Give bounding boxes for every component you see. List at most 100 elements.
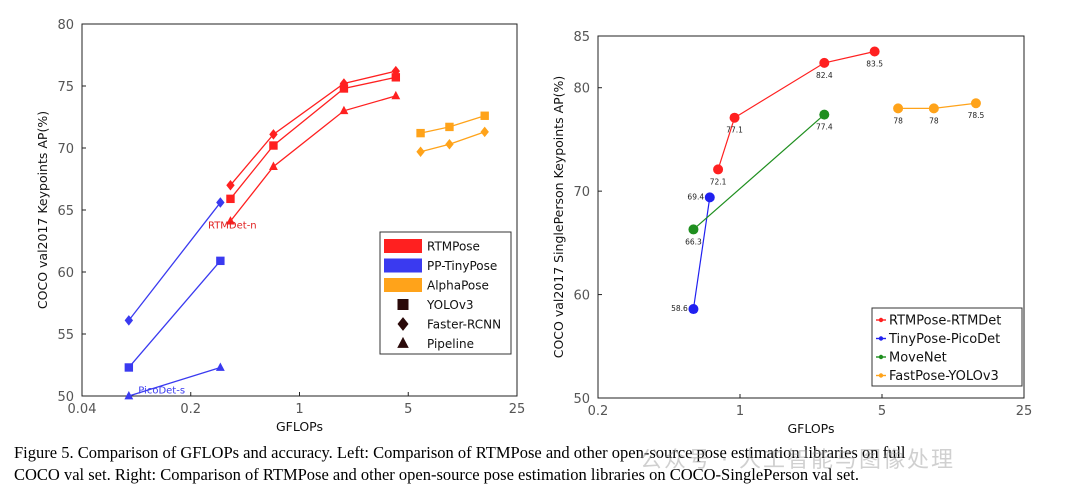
data-point (729, 112, 740, 123)
legend-label: TinyPose-PicoDet (888, 332, 1000, 347)
caption-line-2: COCO val set. Right: Comparison of RTMPo… (14, 465, 859, 484)
x-tick-label: 0.04 (68, 402, 97, 417)
series-line (128, 260, 221, 368)
y-tick-label: 50 (57, 390, 74, 405)
series-line (229, 76, 396, 200)
x-tick-label: 5 (878, 404, 886, 419)
data-point (480, 111, 489, 120)
y-tick-label: 55 (57, 328, 74, 343)
x-tick-label: 25 (1016, 404, 1033, 419)
left-chart: 0.04 0.2 1 5 25 50 55 60 65 70 75 80 GFLOPs COCO val2… (35, 18, 525, 434)
legend-marker (397, 299, 409, 310)
annotation: RTMDet-n (208, 221, 257, 232)
data-label: 77.1 (726, 126, 743, 135)
annotation: PicoDet-s (138, 386, 185, 397)
data-point (688, 304, 699, 315)
data-point (819, 109, 830, 120)
data-point (445, 122, 454, 132)
y-tick-label: 70 (573, 185, 590, 200)
series-line (229, 70, 396, 186)
y-tick-label: 50 (573, 392, 590, 407)
legend-label: Faster-RCNN (427, 318, 501, 332)
data-point (445, 139, 454, 150)
data-label: 58.6 (671, 304, 688, 313)
legend-label: Pipeline (427, 337, 474, 351)
legend-box (871, 307, 1023, 387)
y-tick-label: 70 (57, 142, 74, 157)
legend-label: PP-TinyPose (427, 259, 497, 273)
x-tick-label: 5 (404, 402, 412, 417)
data-point (391, 73, 401, 82)
series-line (128, 202, 221, 321)
data-point (893, 103, 904, 114)
y-tick-label: 85 (573, 30, 590, 45)
data-point (269, 129, 278, 140)
right-chart: 0.2 1 5 25 50 60 70 80 85 GFLOPs COCO val2017 Sing… (551, 30, 1032, 436)
legend-marker (878, 336, 884, 341)
data-point (216, 256, 225, 266)
legend-marker (397, 317, 409, 331)
x-tick-label: 25 (509, 402, 526, 417)
data-point (269, 161, 278, 170)
y-tick-label: 60 (57, 266, 74, 281)
legend-marker (878, 317, 884, 323)
data-label: 78 (929, 116, 939, 125)
y-axis-label: COCO val2017 SinglePerson Keypoints AP(%… (551, 76, 566, 359)
legend-label: RTMPose-RTMDet (889, 314, 1001, 329)
data-point (819, 57, 830, 68)
figure: 0.04 0.2 1 5 25 50 55 60 65 70 75 80 GFLOPs COCO val2… (35, 18, 1032, 436)
legend-swatch (384, 258, 422, 273)
figure-caption: Figure 5. Comparison of GFLOPs and accur… (14, 442, 1070, 486)
data-label: 78.5 (968, 111, 985, 120)
data-point (226, 179, 235, 191)
data-point (869, 46, 880, 57)
data-point (226, 216, 235, 225)
data-point (124, 315, 134, 326)
series-line (128, 366, 221, 397)
legend-marker (397, 336, 409, 348)
data-point (269, 141, 278, 150)
x-tick-label: 1 (295, 402, 303, 417)
data-label: 78 (893, 116, 903, 125)
legend-label: AlphaPose (427, 279, 489, 293)
legend-marker (878, 354, 884, 360)
data-point (339, 84, 349, 93)
caption-line-1: Figure 5. Comparison of GFLOPs and accur… (14, 443, 906, 462)
y-tick-label: 80 (57, 18, 74, 33)
legend-marker (878, 373, 884, 378)
y-tick-label: 80 (573, 82, 590, 97)
watermark: 公众号 · 人工智能与图像处理 (640, 448, 955, 473)
legend-swatch (384, 278, 422, 292)
plot-frame (597, 35, 1025, 399)
data-label: 82.4 (816, 71, 833, 80)
legend-swatch (384, 239, 422, 253)
y-tick-label: 60 (573, 289, 590, 304)
data-point (215, 362, 225, 371)
y-tick-label: 75 (57, 80, 74, 95)
x-tick-label: 0.2 (588, 404, 609, 419)
data-point (928, 103, 939, 114)
series-line (229, 95, 397, 222)
legend-label: YOLOv3 (426, 298, 474, 312)
series-line (692, 197, 711, 310)
data-point (226, 194, 235, 204)
data-point (216, 197, 225, 208)
data-point (704, 192, 715, 203)
x-axis-label: GFLOPs (787, 421, 834, 436)
legend-label: FastPose-YOLOv3 (889, 369, 999, 384)
legend-label: MoveNet (889, 351, 947, 366)
data-point (124, 390, 134, 400)
data-point (416, 128, 425, 138)
series-line (420, 131, 485, 153)
x-axis-label: GFLOPs (276, 419, 323, 434)
data-label: 83.5 (866, 60, 883, 69)
data-point (339, 105, 349, 115)
data-point (480, 126, 489, 138)
data-label: 66.3 (685, 237, 702, 246)
data-point (124, 363, 134, 372)
data-label: 72.1 (710, 177, 727, 186)
y-axis-label: COCO val2017 Keypoints AP(%) (35, 111, 50, 309)
data-label: 77.4 (816, 123, 833, 132)
data-point (713, 164, 724, 175)
data-point (688, 224, 699, 235)
